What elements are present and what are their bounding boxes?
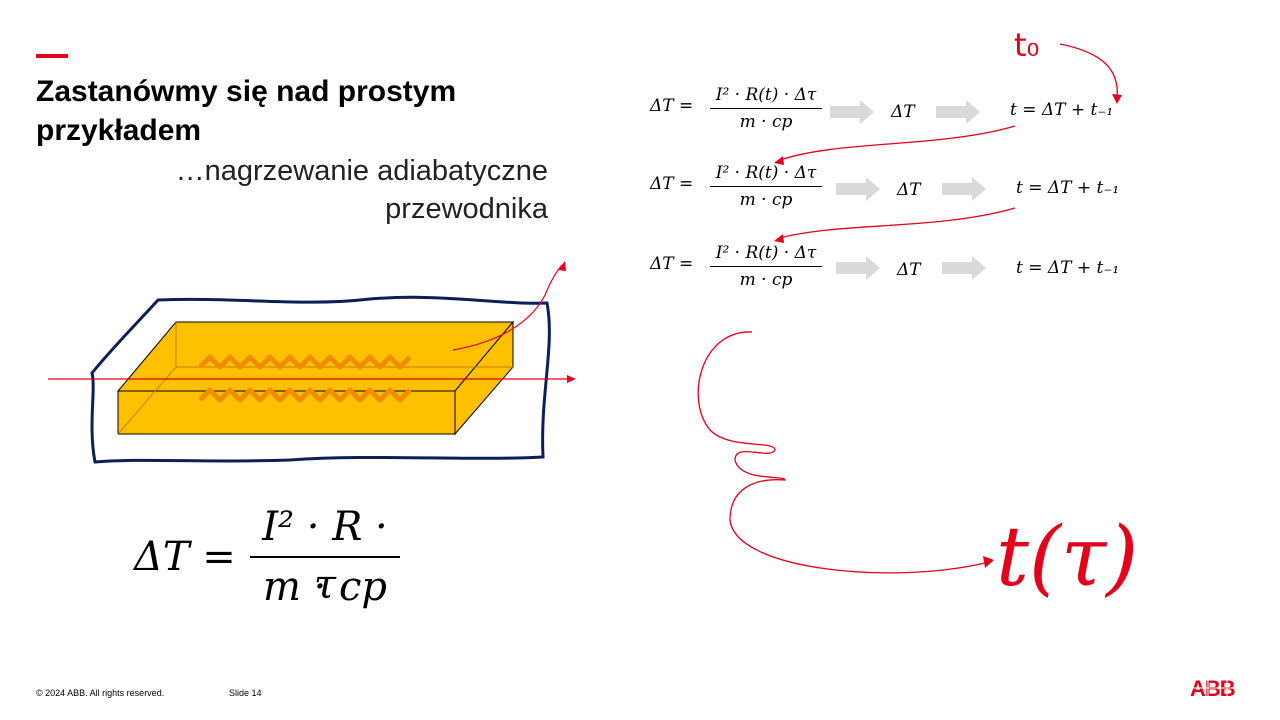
footer-slide-number: Slide 14 (229, 688, 262, 698)
accent-bar (36, 54, 68, 58)
conductor-illustration (40, 255, 585, 470)
handwritten-arrows (640, 30, 1160, 590)
slide-title: Zastanówmy się nad prostym przykładem (36, 72, 556, 150)
footer-copyright: © 2024 ABB. All rights reserved. (36, 688, 164, 698)
main-equation: ΔT = I² · R · τ m · cp (130, 498, 430, 628)
abb-logo: ABB (1190, 677, 1246, 699)
main-equation-numerator: I² · R · τ (250, 498, 400, 556)
main-equation-denominator: m · cp (250, 558, 400, 616)
conductor-top-face (118, 322, 513, 391)
t-tau-annotation: t(τ) (996, 510, 1138, 605)
slide-subtitle: …nagrzewanie adiabatyczne przewodnika (100, 152, 548, 228)
main-equation-lhs: ΔT = (134, 534, 236, 580)
